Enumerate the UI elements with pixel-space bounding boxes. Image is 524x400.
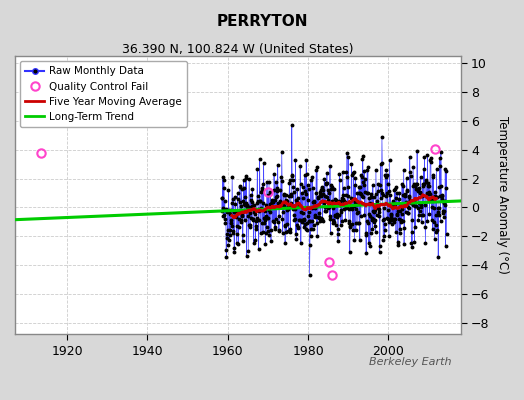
Title: 36.390 N, 100.824 W (United States): 36.390 N, 100.824 W (United States) bbox=[122, 43, 354, 56]
Y-axis label: Temperature Anomaly (°C): Temperature Anomaly (°C) bbox=[496, 116, 509, 274]
Text: PERRYTON: PERRYTON bbox=[216, 14, 308, 29]
Legend: Raw Monthly Data, Quality Control Fail, Five Year Moving Average, Long-Term Tren: Raw Monthly Data, Quality Control Fail, … bbox=[20, 61, 188, 127]
Text: Berkeley Earth: Berkeley Earth bbox=[369, 357, 452, 367]
